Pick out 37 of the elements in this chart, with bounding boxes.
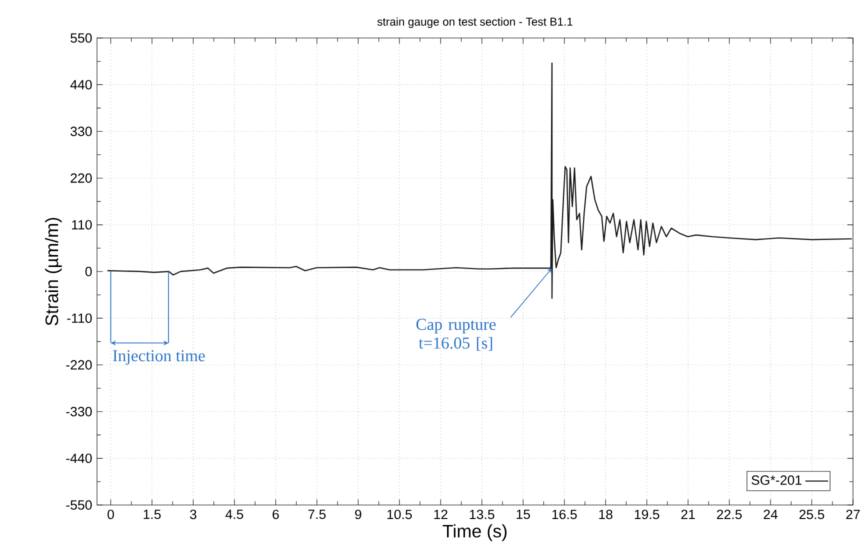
x-tick-label: 1.5	[144, 510, 161, 520]
x-tick-label: 7.5	[308, 510, 326, 520]
x-tick-label: 15	[516, 510, 530, 520]
y-tick-label: -110	[67, 313, 92, 323]
y-tick-label: -330	[66, 406, 92, 416]
x-tick-label: 6	[272, 510, 279, 520]
x-tick-label: 16.5	[552, 510, 577, 520]
x-tick-label: 27	[846, 510, 860, 520]
y-tick-label: 440	[70, 80, 92, 90]
x-tick-label: 18	[599, 510, 612, 520]
x-tick-label: 9	[355, 510, 362, 520]
x-tick-label: 24	[764, 510, 778, 520]
x-tick-label: 12	[434, 510, 448, 520]
y-tick-label: 550	[70, 33, 92, 43]
y-tick-label: 0	[85, 266, 92, 276]
y-tick-label: 110	[72, 220, 92, 230]
y-tick-label: -220	[66, 360, 92, 370]
x-tick-label: 22.5	[716, 510, 742, 520]
chart-title: strain gauge on test section - Test B1.1	[377, 17, 572, 28]
y-tick-label: -550	[66, 500, 92, 510]
x-tick-label: 10.5	[387, 510, 412, 520]
y-tick-label: 330	[70, 126, 92, 136]
annotation: Injection time	[112, 350, 205, 365]
x-tick-label: 13.5	[470, 510, 494, 520]
y-axis-title: Strain (µm/m)	[45, 218, 62, 326]
x-tick-label: 0	[108, 510, 114, 520]
line-series	[106, 62, 853, 299]
x-tick-label: 4.5	[226, 510, 244, 520]
legend-label: SG*-201	[752, 475, 802, 485]
x-tick-label: 25.5	[799, 510, 824, 520]
x-axis-title: Time (s)	[442, 524, 507, 542]
y-tick-label: -440	[66, 454, 92, 464]
x-tick-label: 21	[681, 510, 695, 520]
x-tick-label: 3	[190, 510, 196, 520]
x-tick-label: 19.5	[634, 510, 660, 520]
y-tick-label: 220	[70, 173, 92, 183]
annotation: Cap rupture t=16.05 [s]	[416, 318, 496, 351]
